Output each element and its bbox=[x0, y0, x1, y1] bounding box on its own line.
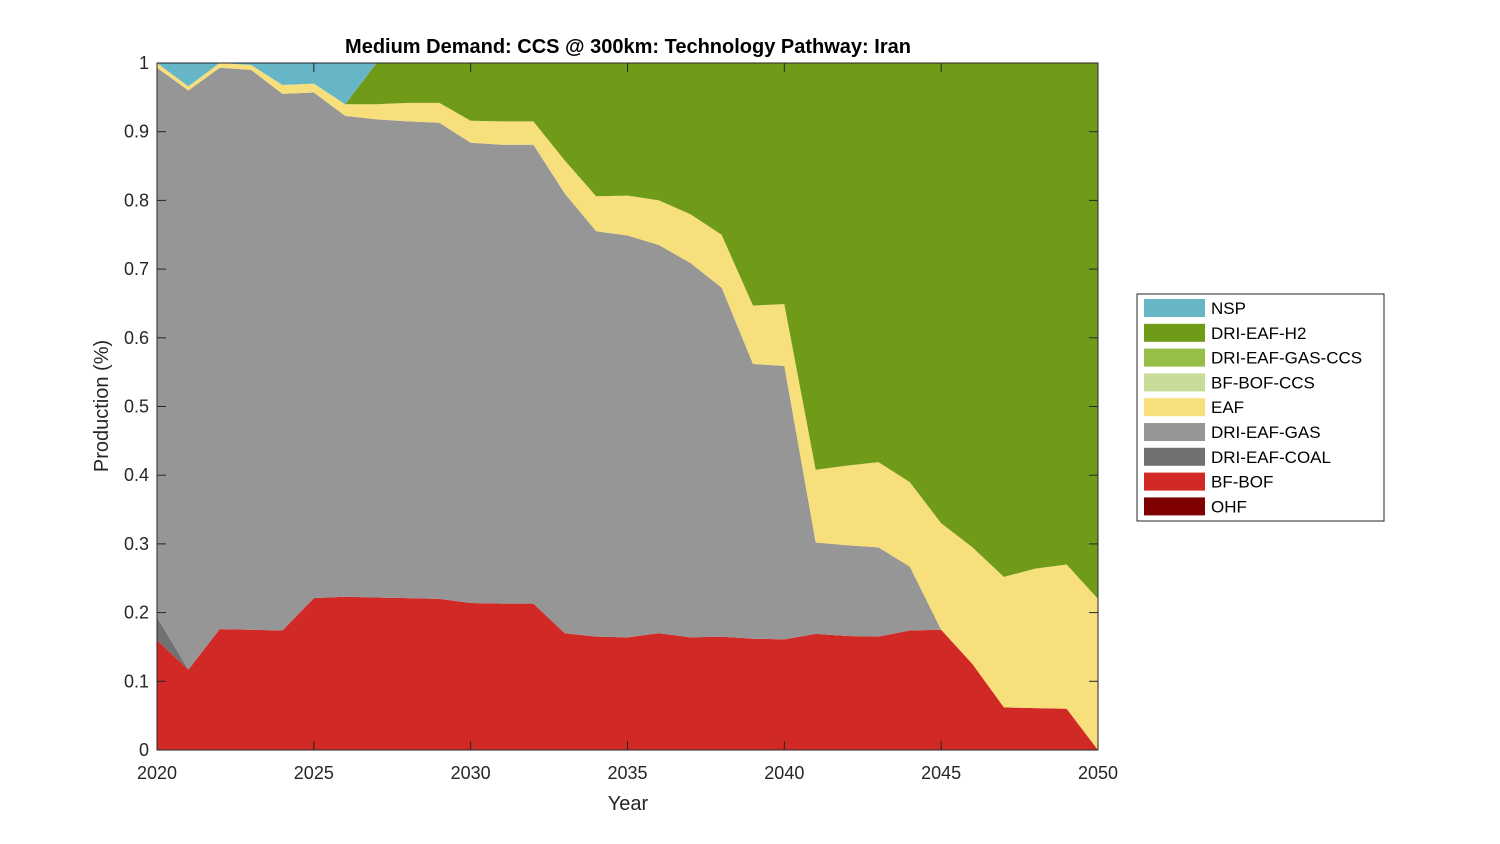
y-tick-label: 0.6 bbox=[124, 328, 149, 348]
y-tick-label: 0.9 bbox=[124, 122, 149, 142]
x-axis: 2020 2025 2030 2035 2040 2045 2050 bbox=[137, 63, 1118, 783]
legend-swatch-dri-eaf-coal bbox=[1144, 447, 1205, 466]
area-layers bbox=[157, 63, 1098, 750]
area-eaf bbox=[157, 63, 1098, 750]
area-dri-eaf-gas bbox=[157, 67, 1098, 750]
legend-label-ohf: OHF bbox=[1211, 497, 1247, 516]
legend-label-dri-eaf-gas-ccs: DRI-EAF-GAS-CCS bbox=[1211, 349, 1362, 368]
x-tick-label: 2040 bbox=[764, 763, 804, 783]
legend-swatch-bf-bof bbox=[1144, 472, 1205, 491]
legend-label-dri-eaf-gas: DRI-EAF-GAS bbox=[1211, 423, 1321, 442]
x-tick-label: 2050 bbox=[1078, 763, 1118, 783]
y-tick-label: 0.2 bbox=[124, 603, 149, 623]
y-tick-label: 0.5 bbox=[124, 397, 149, 417]
y-axis: 0 0.1 0.2 0.3 0.4 0.5 0.6 0.7 0.8 0.9 1 bbox=[124, 53, 1098, 760]
legend-swatch-dri-eaf-gas bbox=[1144, 423, 1205, 441]
y-tick-label: 1 bbox=[139, 53, 149, 73]
x-axis-label: Year bbox=[608, 793, 649, 815]
x-tick-label: 2025 bbox=[294, 763, 334, 783]
legend-label-nsp: NSP bbox=[1211, 299, 1246, 318]
x-tick-label: 2045 bbox=[921, 763, 961, 783]
legend-label-dri-eaf-h2: DRI-EAF-H2 bbox=[1211, 324, 1306, 343]
y-axis-label: Production (%) bbox=[91, 340, 113, 472]
area-nsp bbox=[157, 63, 1098, 105]
y-tick-label: 0 bbox=[139, 740, 149, 760]
legend-swatch-ohf bbox=[1144, 497, 1205, 516]
area-bf-bof bbox=[157, 596, 1098, 750]
legend-label-eaf: EAF bbox=[1211, 398, 1244, 417]
legend: NSP DRI-EAF-H2 DRI-EAF-GAS-CCS BF-BOF-CCS EA… bbox=[1136, 293, 1385, 522]
y-tick-label: 0.1 bbox=[124, 671, 149, 691]
legend-label-bf-bof-ccs: BF-BOF-CCS bbox=[1211, 373, 1315, 392]
legend-swatch-dri-eaf-gas-ccs bbox=[1144, 348, 1205, 367]
y-tick-label: 0.7 bbox=[124, 259, 149, 279]
legend-swatch-bf-bof-ccs bbox=[1144, 373, 1205, 392]
y-tick-label: 0.3 bbox=[124, 534, 149, 554]
x-tick-label: 2020 bbox=[137, 763, 177, 783]
x-tick-label: 2035 bbox=[607, 763, 647, 783]
y-tick-label: 0.8 bbox=[124, 190, 149, 210]
legend-swatch-eaf bbox=[1144, 398, 1205, 417]
x-tick-label: 2030 bbox=[451, 763, 491, 783]
area-dri-eaf-h2 bbox=[157, 63, 1098, 599]
legend-label-bf-bof: BF-BOF bbox=[1211, 473, 1273, 492]
chart-title: Medium Demand: CCS @ 300km: Technology P… bbox=[345, 36, 911, 58]
y-tick-label: 0.4 bbox=[124, 465, 149, 485]
legend-swatch-nsp bbox=[1144, 299, 1205, 317]
legend-swatch-dri-eaf-h2 bbox=[1144, 323, 1205, 342]
legend-label-dri-eaf-coal: DRI-EAF-COAL bbox=[1211, 448, 1331, 467]
